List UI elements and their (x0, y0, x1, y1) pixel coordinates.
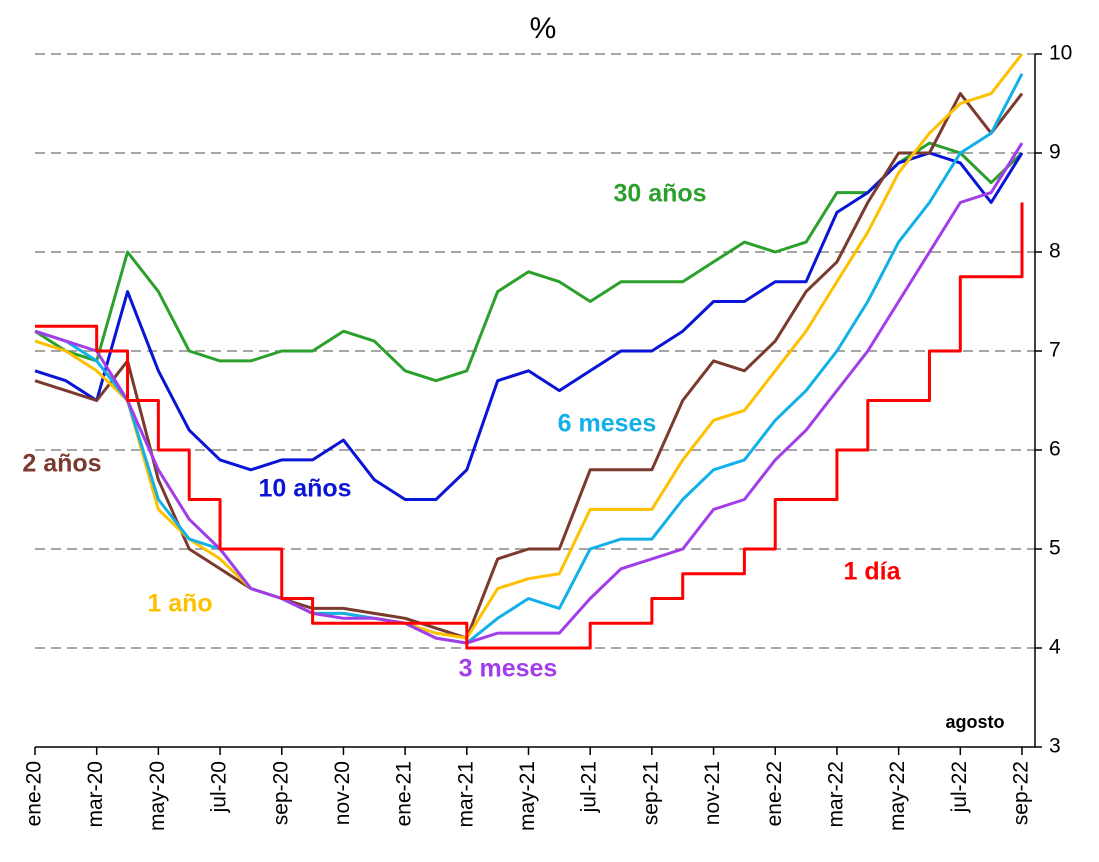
x-tick-label: nov-21 (701, 761, 724, 825)
y-tick-label: 3 (1049, 735, 1061, 758)
y-tick-label: 9 (1049, 141, 1061, 164)
y-tick-label: 10 (1049, 42, 1072, 65)
series-label: 10 años (258, 475, 351, 503)
x-tick-label: sep-22 (1010, 761, 1033, 825)
x-tick-label: sep-20 (269, 761, 292, 825)
x-tick-label: may-21 (516, 761, 539, 831)
series-line (35, 202, 1024, 650)
x-tick-label: mar-22 (824, 761, 847, 828)
x-tick-label: mar-21 (454, 761, 477, 828)
y-tick-label: 8 (1049, 240, 1061, 263)
y-tick-label: 7 (1049, 339, 1061, 362)
annotation: agosto (945, 712, 1004, 732)
x-tick-label: ene-22 (763, 761, 786, 826)
y-tick-label: 4 (1049, 636, 1061, 659)
x-tick-label: jul-20 (208, 761, 231, 813)
series-line (34, 73, 1024, 645)
x-tick-label: ene-21 (393, 761, 416, 826)
x-tick-label: may-20 (146, 761, 169, 831)
series-line (34, 53, 1024, 640)
x-tick-label: jul-22 (948, 761, 971, 813)
x-tick-label: sep-21 (639, 761, 662, 825)
series-line (34, 92, 1024, 640)
x-tick-label: may-22 (886, 761, 909, 831)
series-label: 3 meses (459, 655, 558, 683)
series-line (34, 151, 1024, 501)
series-label: 1 día (844, 558, 902, 586)
x-tick-label: ene-20 (23, 761, 46, 826)
x-tick-label: nov-20 (331, 761, 354, 825)
chart-title: % (530, 12, 557, 45)
series-label: 1 año (147, 590, 212, 618)
series-line (34, 141, 1024, 383)
series-label: 2 años (22, 450, 101, 478)
y-tick-label: 5 (1049, 537, 1061, 560)
series-line (34, 142, 1024, 645)
x-tick-label: jul-21 (578, 761, 601, 813)
y-tick-label: 6 (1049, 438, 1061, 461)
x-tick-label: mar-20 (84, 761, 107, 828)
series-label: 6 meses (558, 410, 657, 438)
series-label: 30 años (613, 180, 706, 208)
